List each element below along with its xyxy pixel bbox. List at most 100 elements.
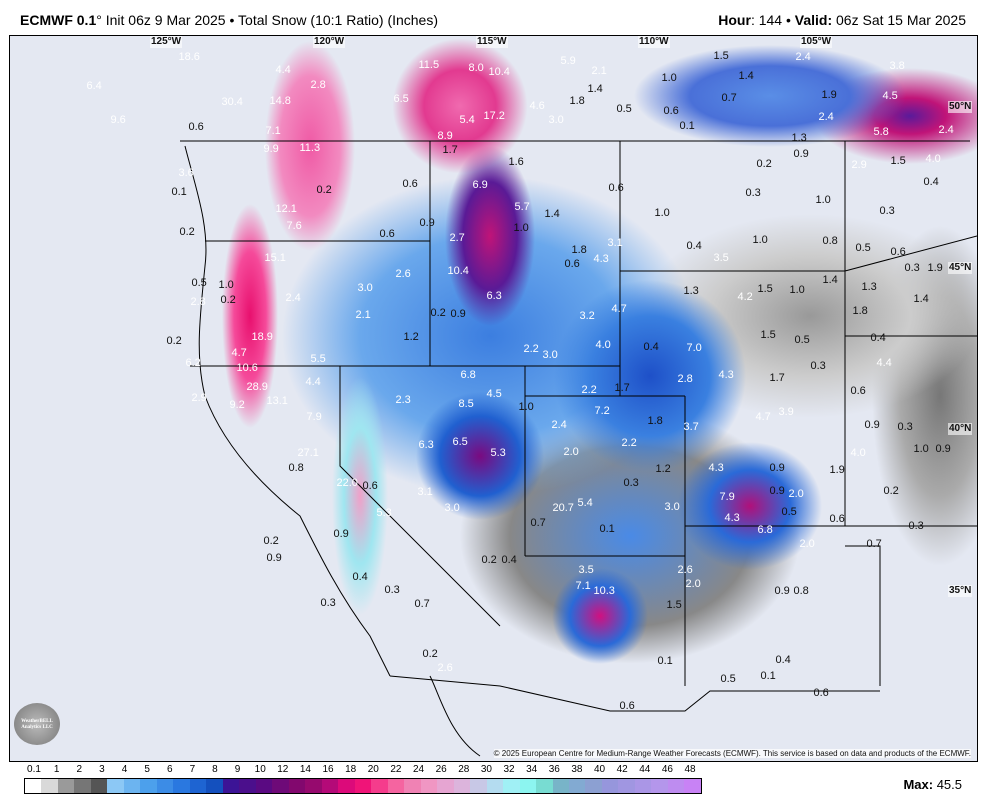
colorbar-tick-label: 22 xyxy=(390,764,402,775)
snow-total-label: 0.5 xyxy=(720,673,736,685)
snow-total-label: 0.9 xyxy=(935,443,951,455)
colorbar-swatch xyxy=(239,779,256,793)
map-title: ECMWF 0.1° Init 06z 9 Mar 2025 • Total S… xyxy=(20,12,438,28)
snow-total-label: 1.8 xyxy=(647,415,663,427)
snow-total-label: 0.1 xyxy=(760,670,776,682)
product-name: Total Snow (10:1 Ratio) (Inches) xyxy=(238,12,439,28)
snow-total-label: 3.8 xyxy=(889,60,905,72)
snow-total-label: 2.2 xyxy=(621,437,637,449)
snow-total-label: 4.4 xyxy=(275,64,291,76)
colorbar-tick-label: 2 xyxy=(76,764,83,775)
snow-total-label: 2.4 xyxy=(551,419,567,431)
snow-total-label: 0.2 xyxy=(316,184,332,196)
snow-total-label: 0.6 xyxy=(850,385,866,397)
snow-total-label: 1.9 xyxy=(821,89,837,101)
snow-total-label: 7.2 xyxy=(594,405,610,417)
snow-total-label: 0.3 xyxy=(897,421,913,433)
snow-total-label: 0.5 xyxy=(616,103,632,115)
snow-total-label: 3.2 xyxy=(579,310,595,322)
snow-total-label: 0.6 xyxy=(402,178,418,190)
snow-total-label: 3.0 xyxy=(357,282,373,294)
snow-total-label: 4.4 xyxy=(305,376,321,388)
colorbar-tick-label: 0.1 xyxy=(27,764,41,775)
snow-total-label: 3.0 xyxy=(444,502,460,514)
colorbar-swatch xyxy=(74,779,91,793)
snow-total-label: 1.7 xyxy=(769,372,785,384)
snow-total-label: 18.6 xyxy=(178,51,200,63)
colorbar-swatch xyxy=(601,779,619,793)
snow-total-label: 12.1 xyxy=(275,203,297,215)
snow-total-label: 0.2 xyxy=(166,335,182,347)
colorbar-tick-label: 4 xyxy=(121,764,128,775)
latitude-label: 35°N xyxy=(948,585,973,597)
snow-total-label: 10.4 xyxy=(488,66,510,78)
snow-total-label: 1.0 xyxy=(218,279,234,291)
colorbar-swatch xyxy=(519,779,537,793)
snow-total-label: 4.7 xyxy=(611,303,627,315)
snow-total-label: 7.9 xyxy=(306,411,322,423)
snow-total-label: 0.1 xyxy=(171,186,187,198)
colorbar-tick-label: 40 xyxy=(593,764,606,775)
colorbar-tick-label: 9 xyxy=(234,764,241,775)
snow-total-label: 6.4 xyxy=(86,80,102,92)
snow-total-label: 7.6 xyxy=(286,220,302,232)
snow-total-label: 2.9 xyxy=(191,392,207,404)
colorbar-tick-label: 28 xyxy=(458,764,470,775)
colorbar-tick-label: 7 xyxy=(189,764,196,775)
snow-total-label: 1.4 xyxy=(587,83,603,95)
colorbar-tick-label: 48 xyxy=(684,764,696,775)
colorbar-swatch xyxy=(173,779,190,793)
snow-total-label: 5.4 xyxy=(577,497,593,509)
snow-total-label: 11.3 xyxy=(299,142,321,154)
snow-total-label: 0.2 xyxy=(883,485,899,497)
snow-total-label: 0.6 xyxy=(829,513,845,525)
snow-total-label: 2.8 xyxy=(190,296,206,308)
snow-total-label: 0.9 xyxy=(450,308,466,320)
snow-total-label: 1.7 xyxy=(614,382,630,394)
snow-total-label: 0.8 xyxy=(793,585,809,597)
snow-total-label: 6.3 xyxy=(486,290,502,302)
colorbar-swatch xyxy=(288,779,306,793)
snow-total-label: 2.6 xyxy=(395,268,411,280)
snow-total-label: 3.6 xyxy=(178,167,194,179)
snow-total-label: 1.0 xyxy=(513,222,529,234)
separator: • xyxy=(785,12,791,28)
snow-total-label: 8.9 xyxy=(437,130,453,142)
snow-total-label: 0.2 xyxy=(220,294,236,306)
snow-total-label: 0.6 xyxy=(663,105,679,117)
snow-total-label: 1.5 xyxy=(890,155,906,167)
mexico-border xyxy=(389,675,880,712)
snow-total-label: 1.0 xyxy=(518,401,534,413)
snow-total-label: 10.6 xyxy=(236,362,258,374)
snow-total-label: 9.9 xyxy=(263,143,279,155)
snow-total-label: 6.5 xyxy=(452,436,468,448)
snow-total-label: 1.0 xyxy=(913,443,929,455)
snow-total-label: 0.6 xyxy=(619,700,635,712)
longitude-label: 110°W xyxy=(638,36,670,48)
snow-total-label: 0.4 xyxy=(923,176,939,188)
snow-total-label: 4.0 xyxy=(925,153,941,165)
snow-total-label: 0.9 xyxy=(419,217,435,229)
snow-total-label: 6.8 xyxy=(757,524,773,536)
snow-total-label: 2.4 xyxy=(818,111,834,123)
snow-total-label: 0.6 xyxy=(379,228,395,240)
snow-total-label: 2.6 xyxy=(437,662,453,674)
colorbar-swatch xyxy=(57,779,75,793)
snow-total-label: 2.4 xyxy=(285,292,301,304)
colorbar-swatch xyxy=(651,779,668,793)
model-name: ECMWF 0.1 xyxy=(20,12,97,28)
snow-total-label: 1.2 xyxy=(403,331,419,343)
snow-total-label: 3.0 xyxy=(664,501,680,513)
degree-symbol: ° xyxy=(96,12,102,28)
snow-total-label: 5.3 xyxy=(376,507,392,519)
snow-total-label: 2.8 xyxy=(310,79,326,91)
snow-total-label: 1.4 xyxy=(544,208,560,220)
snow-total-label: 11.5 xyxy=(418,59,440,71)
snow-total-label: 1.0 xyxy=(661,72,677,84)
snow-total-label: 0.5 xyxy=(191,277,207,289)
snow-total-label: 0.9 xyxy=(769,462,785,474)
snow-total-label: 3.1 xyxy=(607,237,623,249)
colorbar-tick-label: 18 xyxy=(345,764,357,775)
snow-total-label: 5.3 xyxy=(490,447,506,459)
snow-total-label: 4.3 xyxy=(718,369,734,381)
